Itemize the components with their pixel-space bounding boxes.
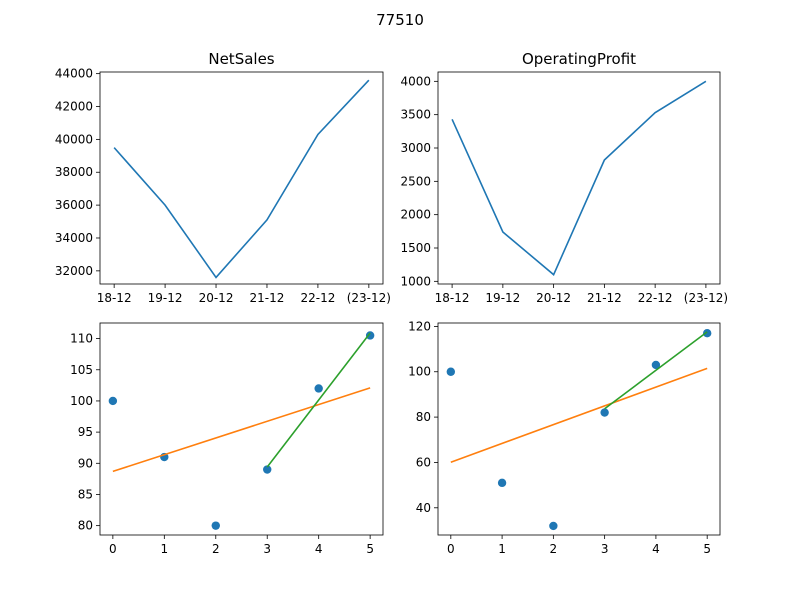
x-tick-label: 5 — [366, 542, 374, 556]
operatingprofit-scatter-chart: 0 1 2 3 4 5 40 60 80 100 120 — [408, 319, 721, 556]
data-point — [651, 360, 661, 370]
x-tick-label: 19-12 — [485, 291, 520, 305]
y-tick-label: 1500 — [400, 241, 431, 255]
data-point — [211, 521, 220, 530]
data-point — [314, 384, 323, 393]
x-tick-label: 3 — [263, 542, 271, 556]
x-tick-label: 1 — [160, 542, 168, 556]
x-tick-label: 18-12 — [435, 291, 470, 305]
data-point — [446, 367, 456, 376]
x-tick-label: 2 — [550, 542, 558, 556]
y-tick-label: 90 — [78, 456, 93, 470]
y-tick-label: 110 — [70, 332, 93, 346]
x-tick-label: 18-12 — [97, 291, 132, 305]
trend-line-recent — [604, 331, 708, 410]
x-tick-label: 0 — [447, 542, 455, 556]
x-tick-label: 5 — [703, 542, 711, 556]
y-tick-label: 42000 — [55, 100, 93, 114]
y-tick-label: 4000 — [400, 74, 431, 88]
x-tick-label: (23-12) — [684, 291, 728, 305]
y-tick-label: 100 — [70, 394, 93, 408]
netsales-scatter-chart: 0 1 2 3 4 5 80 85 90 95 100 105 110 — [70, 322, 384, 556]
x-tick-label: 21-12 — [587, 291, 622, 305]
y-tick-label: 34000 — [55, 231, 93, 245]
axes-frame — [99, 71, 384, 285]
y-tick-label: 85 — [78, 487, 93, 501]
series-line — [451, 80, 707, 276]
x-tick-label: 20-12 — [536, 291, 571, 305]
y-tick-label: 40000 — [55, 132, 93, 146]
figure-suptitle: 77510 — [376, 11, 424, 29]
operatingprofit-line-chart: OperatingProfit 18-12 19-12 20-12 21-12 22-12… — [400, 50, 728, 305]
data-point — [263, 465, 272, 474]
y-tick-label: 120 — [408, 319, 431, 333]
data-point — [497, 478, 507, 488]
x-tick-label: 20-12 — [199, 291, 234, 305]
y-tick-label: 80 — [78, 519, 93, 533]
x-tick-label: 2 — [212, 542, 220, 556]
data-point — [549, 521, 558, 531]
x-tick-label: 4 — [315, 542, 323, 556]
y-tick-label: 2000 — [400, 208, 431, 222]
x-tick-label: 22-12 — [300, 291, 335, 305]
axes-frame — [99, 322, 384, 536]
y-tick-label: 3500 — [400, 108, 431, 122]
y-tick-label: 80 — [416, 410, 431, 424]
y-tick-label: 44000 — [55, 67, 93, 81]
y-tick-label: 32000 — [55, 264, 93, 278]
data-point — [702, 329, 712, 338]
x-tick-label: 1 — [498, 542, 506, 556]
x-tick-label: 0 — [109, 542, 117, 556]
data-point — [365, 331, 375, 340]
x-tick-label: (23-12) — [347, 291, 391, 305]
axes-frame — [437, 71, 721, 285]
trend-line-all — [112, 387, 371, 473]
y-tick-label: 38000 — [55, 165, 93, 179]
y-tick-label: 2500 — [400, 174, 431, 188]
y-tick-label: 100 — [408, 365, 431, 379]
netsales-line-chart: NetSales 18-12 19-12 20-12 21-12 22-12 (23-12)… — [55, 50, 391, 305]
x-tick-label: 3 — [601, 542, 609, 556]
y-tick-label: 105 — [70, 363, 93, 377]
trend-line-all — [450, 367, 708, 463]
chart-title: OperatingProfit — [522, 50, 636, 68]
x-tick-label: 4 — [652, 542, 660, 556]
x-tick-label: 22-12 — [638, 291, 673, 305]
x-tick-label: 21-12 — [250, 291, 285, 305]
y-tick-label: 3000 — [400, 141, 431, 155]
chart-title: NetSales — [208, 50, 274, 68]
y-tick-label: 95 — [78, 425, 93, 439]
y-tick-label: 40 — [416, 501, 431, 515]
y-tick-label: 60 — [416, 455, 431, 469]
series-line — [113, 79, 370, 279]
x-tick-label: 19-12 — [148, 291, 183, 305]
data-point — [108, 396, 118, 406]
trend-line-recent — [266, 332, 371, 468]
y-tick-label: 1000 — [400, 274, 431, 288]
y-tick-label: 36000 — [55, 198, 93, 212]
axes-frame — [437, 322, 721, 536]
data-point — [600, 408, 609, 417]
